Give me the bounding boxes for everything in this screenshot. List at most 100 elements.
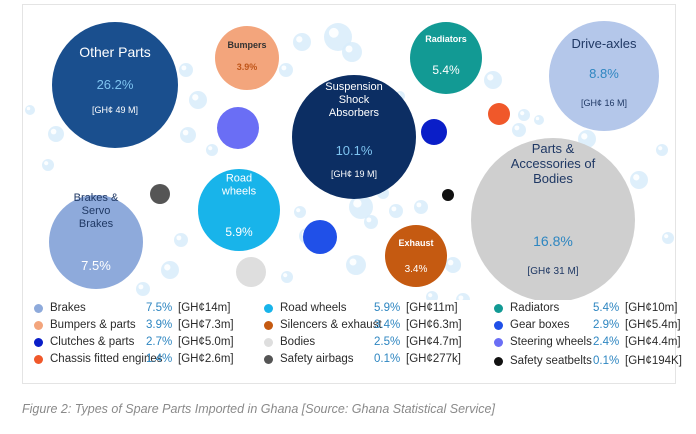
water-droplet-highlight xyxy=(633,174,640,181)
water-droplet xyxy=(342,42,362,62)
bubble-mark xyxy=(292,75,416,199)
water-droplet-highlight xyxy=(182,129,189,136)
water-droplet-highlight xyxy=(181,65,187,71)
legend-label: Road wheels xyxy=(280,302,347,314)
legend-percent: 2.9% xyxy=(593,319,620,331)
bubble-percent: 5.4% xyxy=(432,63,460,77)
legend-value: [GH¢5.4m] xyxy=(625,319,681,331)
bubble-drive-axles: Drive-axles 8.8% [GH¢ 16 M] xyxy=(549,21,659,131)
water-droplet-highlight xyxy=(192,94,199,101)
legend-label: Radiators xyxy=(510,302,560,314)
water-droplet-highlight xyxy=(26,106,31,111)
bubble-label: Other Parts xyxy=(79,44,151,60)
legend-swatch xyxy=(264,304,273,313)
water-droplet xyxy=(206,144,218,156)
water-droplet-highlight xyxy=(164,264,171,271)
water-droplet-highlight xyxy=(391,206,397,212)
water-droplet xyxy=(346,255,366,275)
water-droplet-highlight xyxy=(353,199,362,208)
bubble-label: Servo xyxy=(82,205,111,217)
legend-label: Clutches & parts xyxy=(50,336,135,348)
water-droplet xyxy=(445,257,461,273)
bubble-mark xyxy=(385,225,447,287)
water-droplet xyxy=(136,282,150,296)
bubble-mark xyxy=(52,22,178,148)
bubble-steering-wheels xyxy=(217,107,259,149)
legend-label: Chassis fitted engines xyxy=(50,353,163,365)
legend-label: Bodies xyxy=(280,336,316,348)
bubble-mark xyxy=(303,220,337,254)
water-droplet-highlight xyxy=(366,217,372,223)
bubble-value: [GH¢ 49 M] xyxy=(92,105,138,115)
figure-caption: Figure 2: Types of Spare Parts Imported … xyxy=(22,402,495,416)
water-droplet-highlight xyxy=(345,45,353,53)
legend-swatch xyxy=(34,355,43,364)
bubble-percent: 16.8% xyxy=(533,233,573,249)
bubble-percent: 10.1% xyxy=(336,143,373,158)
bubble-bumpers: Bumpers 3.9% xyxy=(215,26,279,90)
water-droplet-highlight xyxy=(283,273,288,278)
legend-swatch xyxy=(34,304,43,313)
legend-value: [GH¢4.4m] xyxy=(625,336,681,348)
bubble-safety-seatbelts xyxy=(442,189,454,201)
legend-value: [GH¢5.0m] xyxy=(178,336,234,348)
bubble-percent: 8.8% xyxy=(589,66,619,81)
water-droplet xyxy=(630,171,648,189)
bubble-label: Brakes & xyxy=(74,192,119,204)
water-droplet-highlight xyxy=(176,235,182,241)
legend-percent: 2.5% xyxy=(374,336,401,348)
water-droplet-highlight xyxy=(328,27,339,38)
chart-legend: Brakes 7.5% [GH¢14m] Bumpers & parts 3.9% [GH… xyxy=(34,300,682,380)
water-droplet-highlight xyxy=(447,259,454,266)
water-droplet-highlight xyxy=(428,293,433,298)
bubble-value: [GH¢ 19 M] xyxy=(331,169,377,179)
water-droplet-highlight xyxy=(281,65,287,71)
bubble-percent: 7.5% xyxy=(81,258,111,273)
bubble-mark xyxy=(488,103,510,125)
bubble-label: Exhaust xyxy=(398,238,433,248)
legend-label: Safety airbags xyxy=(280,353,354,365)
water-droplet xyxy=(656,144,668,156)
legend-percent: 5.4% xyxy=(593,302,620,314)
legend-percent: 3.9% xyxy=(146,319,173,331)
legend-label: Silencers & exhaust xyxy=(280,319,382,331)
water-droplet-highlight xyxy=(514,125,520,131)
legend-percent: 0.1% xyxy=(374,353,401,365)
water-droplet xyxy=(518,109,530,121)
water-droplet xyxy=(25,105,35,115)
bubble-bodies xyxy=(236,257,266,287)
bubble-chart: Other Parts 26.2% [GH¢ 49 M] Bumpers 3.9% Rad… xyxy=(25,21,674,300)
water-droplet-highlight xyxy=(208,146,213,151)
bubble-label: Shock xyxy=(339,94,370,106)
legend-label: Bumpers & parts xyxy=(50,319,136,331)
bubble-chassis-fitted-engines xyxy=(488,103,510,125)
legend-label: Safety seatbelts xyxy=(510,355,592,367)
water-droplet xyxy=(42,159,54,171)
water-droplet-highlight xyxy=(50,128,57,135)
water-droplet-highlight xyxy=(487,74,494,81)
water-droplet-highlight xyxy=(581,133,588,140)
bubble-mark xyxy=(421,119,447,145)
water-droplet xyxy=(293,33,311,51)
legend-swatch xyxy=(34,321,43,330)
bubble-value: [GH¢ 16 M] xyxy=(581,98,627,108)
water-droplet xyxy=(414,200,428,214)
legend-label: Steering wheels xyxy=(510,336,592,348)
water-droplet xyxy=(281,271,293,283)
legend-label: Brakes xyxy=(50,302,86,314)
water-droplet-highlight xyxy=(44,161,49,166)
bubble-label: Accessories of xyxy=(511,156,596,171)
bubble-label: Parts & xyxy=(532,141,575,156)
water-droplet-highlight xyxy=(658,146,663,151)
bubble-label: Radiators xyxy=(425,34,467,44)
legend-percent: 5.9% xyxy=(374,302,401,314)
water-droplet-highlight xyxy=(416,202,422,208)
bubble-other-parts: Other Parts 26.2% [GH¢ 49 M] xyxy=(52,22,178,148)
bubble-clutches-and-parts xyxy=(421,119,447,145)
water-droplet xyxy=(364,215,378,229)
bubble-mark xyxy=(215,26,279,90)
water-droplet xyxy=(189,91,207,109)
water-droplet-decorations xyxy=(25,23,674,300)
legend-swatch xyxy=(494,321,503,330)
